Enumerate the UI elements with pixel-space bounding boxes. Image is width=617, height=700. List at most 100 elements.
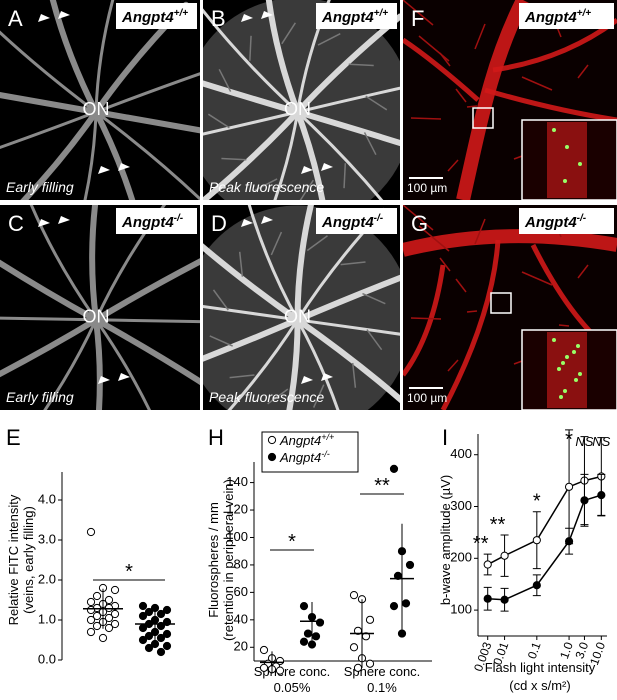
vessel <box>296 0 331 114</box>
capillary <box>558 324 570 327</box>
data-point <box>405 560 415 570</box>
y-axis-label: Fluorospheres / mm <box>206 502 221 618</box>
data-point <box>162 605 172 615</box>
significance-label: * <box>565 429 573 451</box>
x-tick-label: 1.0 <box>557 640 576 661</box>
data-point <box>299 602 309 611</box>
vessel <box>296 86 400 114</box>
data-point <box>532 581 541 590</box>
legend-marker <box>267 435 277 445</box>
vessel <box>203 8 300 114</box>
genotype-sup: +/+ <box>374 8 389 19</box>
capillary <box>207 113 230 129</box>
data-point <box>156 609 166 619</box>
capillary <box>577 64 589 79</box>
genotype: Angpt4+/+ <box>321 8 388 26</box>
vessel <box>294 205 314 323</box>
data-point <box>86 527 96 537</box>
roi-box <box>472 107 494 129</box>
data-point <box>110 585 120 595</box>
data-point <box>365 659 375 668</box>
x-category-label: 0.05% <box>274 680 311 695</box>
sphere <box>576 344 580 348</box>
sphere <box>574 378 578 382</box>
capillary <box>221 157 247 161</box>
vessel <box>93 316 200 386</box>
x-tick-label: 3.0 <box>572 640 591 661</box>
genotype-name: Angpt4 <box>524 214 577 231</box>
data-point <box>500 551 509 560</box>
arrowhead <box>321 163 333 171</box>
data-point <box>104 595 114 605</box>
data-point <box>86 627 96 637</box>
sphere <box>561 361 565 365</box>
image-panel: ON Peak fluorescence B Angpt4+/+ <box>203 0 400 200</box>
sphere <box>578 162 582 166</box>
sphere <box>559 395 563 399</box>
data-point <box>138 601 148 611</box>
y-axis-label: (veins, early filling) <box>21 506 36 614</box>
data-point <box>401 599 411 608</box>
sphere <box>563 389 567 393</box>
vessel <box>294 316 400 404</box>
capillary <box>306 235 328 252</box>
data-point <box>98 633 108 643</box>
center-label: ON <box>83 307 110 327</box>
data-point <box>156 633 166 643</box>
sphere <box>557 367 561 371</box>
image-panel: ON Early filling C Angpt4-/- <box>0 205 200 410</box>
legend-sup: -/- <box>321 449 330 459</box>
capillary <box>209 335 233 347</box>
data-point <box>110 619 120 629</box>
significance-label: NS <box>575 434 593 449</box>
capillary <box>270 231 283 256</box>
vessel <box>203 243 301 323</box>
capillary <box>366 329 383 351</box>
arrowhead <box>261 216 273 224</box>
x-tick-label: 0.1 <box>525 640 544 661</box>
data-point <box>92 591 102 601</box>
center-label: ON <box>284 307 311 327</box>
capillary <box>439 257 451 272</box>
y-tick-label: 2.0 <box>38 571 56 586</box>
significance-label: ** <box>473 533 489 555</box>
vessel <box>484 87 617 123</box>
y-tick-label: 140 <box>226 474 248 489</box>
panel-label: B <box>211 6 226 31</box>
capillary <box>521 271 553 286</box>
genotype-box <box>116 208 197 234</box>
data-point <box>483 560 492 569</box>
vessel <box>93 258 200 323</box>
capillary <box>343 163 347 189</box>
significance-label: ** <box>374 475 390 497</box>
legend-name: Angpt4 <box>279 450 321 465</box>
capillary <box>474 23 486 50</box>
genotype-name: Angpt4 <box>121 9 174 26</box>
image-panel: ON Peak fluorescence D Angpt4-/- <box>203 205 400 410</box>
vessel <box>203 316 301 362</box>
y-tick-label: 20 <box>234 639 248 654</box>
capillary <box>229 374 255 379</box>
fundus <box>203 0 400 200</box>
data-point <box>92 611 102 621</box>
arrowhead <box>301 376 313 384</box>
genotype: Angpt4-/- <box>121 213 184 231</box>
vessel <box>440 239 501 410</box>
vessel <box>29 205 98 322</box>
data-point <box>597 491 606 500</box>
vessel <box>0 316 98 322</box>
data-point <box>156 647 166 657</box>
vessel <box>20 109 99 200</box>
capillary <box>254 178 278 192</box>
y-tick-label: 400 <box>450 446 472 461</box>
genotype-sup: +/+ <box>577 8 592 19</box>
center-label: ON <box>83 99 110 119</box>
capillary <box>351 362 357 388</box>
capillary <box>455 88 467 103</box>
panel-label: F <box>411 6 424 31</box>
x-axis-label: Flash light intensity <box>485 660 596 675</box>
data-point <box>104 603 114 613</box>
vessel <box>296 110 384 200</box>
data-point <box>138 635 148 645</box>
